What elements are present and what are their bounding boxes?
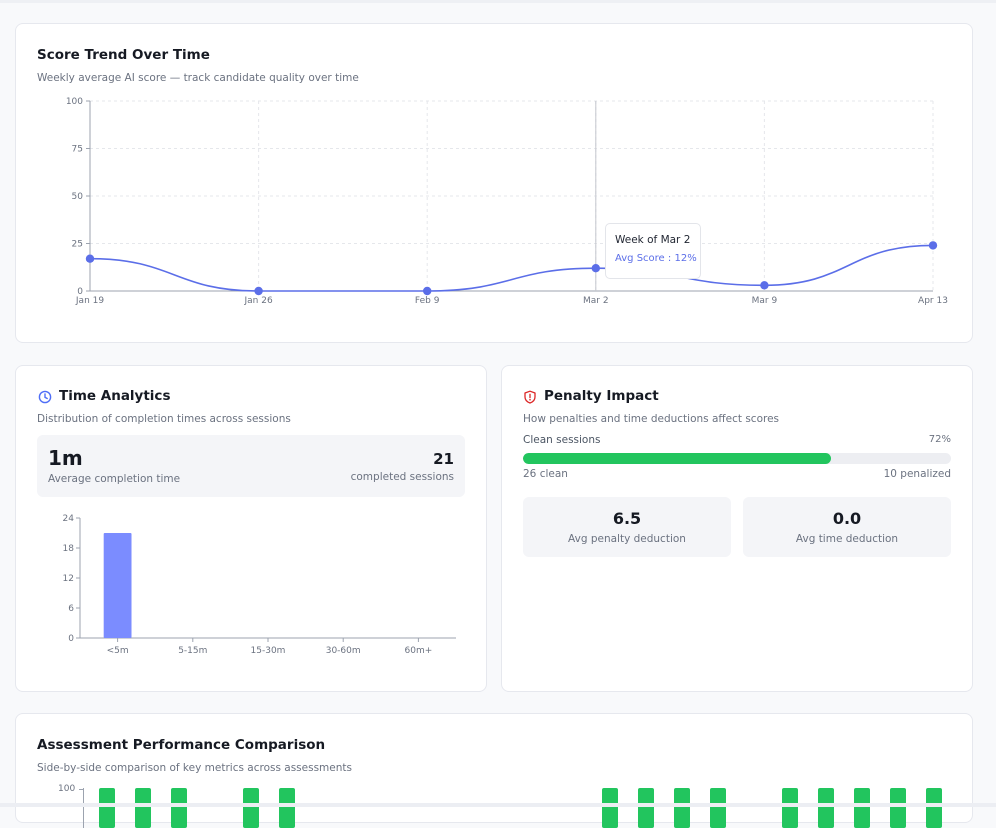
avg-time-deduction-value: 0.0: [832, 509, 862, 528]
hist-ytick-label: 24: [63, 514, 75, 524]
hist-ytick-label: 0: [68, 634, 74, 644]
clock-icon: [38, 390, 52, 404]
clean-sessions-label: Clean sessions: [523, 434, 601, 446]
score-trend-tooltip: Week of Mar 2 Avg Score : 12%: [605, 223, 701, 279]
time-analytics-title: Time Analytics: [59, 388, 171, 404]
comparison-bar: [782, 788, 798, 828]
hist-ytick-label: 6: [68, 604, 74, 614]
tooltip-value-row: Avg Score : 12%: [615, 253, 697, 264]
avg-time-deduction-box: 0.0 Avg time deduction: [743, 497, 951, 557]
shield-alert-icon: [524, 390, 536, 404]
trend-xtick-label: Apr 13: [918, 296, 948, 306]
hist-xtick-label: 30-60m: [326, 646, 361, 656]
time-analytics-subtitle: Distribution of completion times across …: [37, 413, 291, 425]
avg-penalty-deduction-label: Avg penalty deduction: [568, 533, 686, 545]
comparison-y-axis: [83, 788, 84, 828]
assessment-comparison-subtitle: Side-by-side comparison of key metrics a…: [37, 762, 352, 774]
trend-xtick-label: Mar 2: [583, 296, 609, 306]
comparison-bar: [926, 788, 942, 828]
hist-ytick-label: 12: [63, 574, 74, 584]
comparison-bar: [243, 788, 259, 828]
assessment-comparison-title: Assessment Performance Comparison: [37, 737, 326, 753]
tooltip-title: Week of Mar 2: [615, 234, 691, 246]
comparison-bar: [279, 788, 295, 828]
trend-ytick-label: 50: [72, 192, 84, 202]
trend-point-apr-13: [928, 241, 938, 250]
completion-summary: 1m Average completion time 21 completed …: [37, 435, 465, 497]
comparison-bar: [674, 788, 690, 828]
comparison-bar: [171, 788, 187, 828]
comparison-bar: [638, 788, 654, 828]
completed-count-label: completed sessions: [350, 471, 454, 483]
clean-sessions-progress-track: [523, 453, 951, 464]
trend-point-mar-2: [591, 264, 600, 273]
completion-time-histogram[interactable]: 0 6 12 18 24 <5m 5-15m 15-30m 30-60m 60m+: [0, 0, 996, 700]
penalty-impact-title: Penalty Impact: [544, 388, 659, 404]
clean-count: 26 clean: [523, 468, 568, 480]
trend-xtick-label: Jan 19: [75, 296, 104, 306]
score-trend-subtitle: Weekly average AI score — track candidat…: [37, 72, 359, 84]
penalty-impact-card: Penalty Impact How penalties and time de…: [501, 365, 973, 692]
hist-xtick-label: 60m+: [405, 646, 433, 656]
avg-penalty-deduction-value: 6.5: [612, 509, 642, 528]
score-trend-chart[interactable]: 0 25 50 75 100 Jan 19 Jan 26 Feb 9 Mar 2 Mar 9 Apr…: [0, 0, 996, 340]
trend-ytick-label: 100: [66, 97, 83, 107]
tooltip-separator: :: [667, 253, 675, 264]
avg-time-deduction-label: Avg time deduction: [795, 533, 899, 545]
hist-xtick-label: 5-15m: [178, 646, 207, 656]
avg-completion-label: Average completion time: [48, 473, 181, 485]
comparison-bar: [710, 788, 726, 828]
trend-point-mar-9: [760, 281, 769, 290]
comparison-bar: [99, 788, 115, 828]
bottom-scroll-edge: [0, 803, 996, 807]
comparison-bar: [890, 788, 906, 828]
comparison-bar: [818, 788, 834, 828]
clean-sessions-percent: 72%: [928, 434, 951, 445]
score-trend-title: Score Trend Over Time: [37, 47, 210, 63]
tooltip-series-label: Avg Score: [615, 253, 665, 264]
hist-xtick-label: <5m: [107, 646, 129, 656]
comparison-bar: [135, 788, 151, 828]
avg-completion-value: 1m: [48, 446, 83, 470]
hist-xtick-label: 15-30m: [251, 646, 286, 656]
trend-point-feb-9: [423, 286, 432, 296]
avg-penalty-deduction-box: 6.5 Avg penalty deduction: [523, 497, 731, 557]
completed-count-value: 21: [433, 450, 454, 468]
trend-ytick-label: 0: [77, 287, 83, 297]
comparison-ytick-100: 100: [58, 784, 76, 794]
trend-xtick-label: Jan 26: [244, 296, 273, 306]
hist-bar-0: [103, 533, 132, 638]
trend-xtick-label: Mar 9: [752, 296, 778, 306]
trend-ytick-label: 25: [72, 240, 83, 250]
score-trend-card: Score Trend Over Time Weekly average AI …: [15, 23, 973, 343]
hist-ytick-label: 18: [63, 544, 75, 554]
comparison-tick-mark: [79, 789, 83, 790]
trend-point-jan-26: [254, 286, 263, 296]
tooltip-value: 12%: [674, 253, 697, 264]
clean-sessions-progress-fill: [523, 453, 832, 464]
top-divider: [0, 0, 996, 3]
trend-point-jan-19: [85, 254, 95, 263]
trend-series-line: [89, 244, 934, 292]
penalty-impact-subtitle: How penalties and time deductions affect…: [523, 413, 780, 425]
comparison-bar: [854, 788, 870, 828]
penalized-count: 10 penalized: [883, 468, 951, 480]
comparison-bar: [602, 788, 618, 828]
trend-xtick-label: Feb 9: [415, 296, 440, 306]
trend-ytick-label: 75: [72, 145, 83, 155]
